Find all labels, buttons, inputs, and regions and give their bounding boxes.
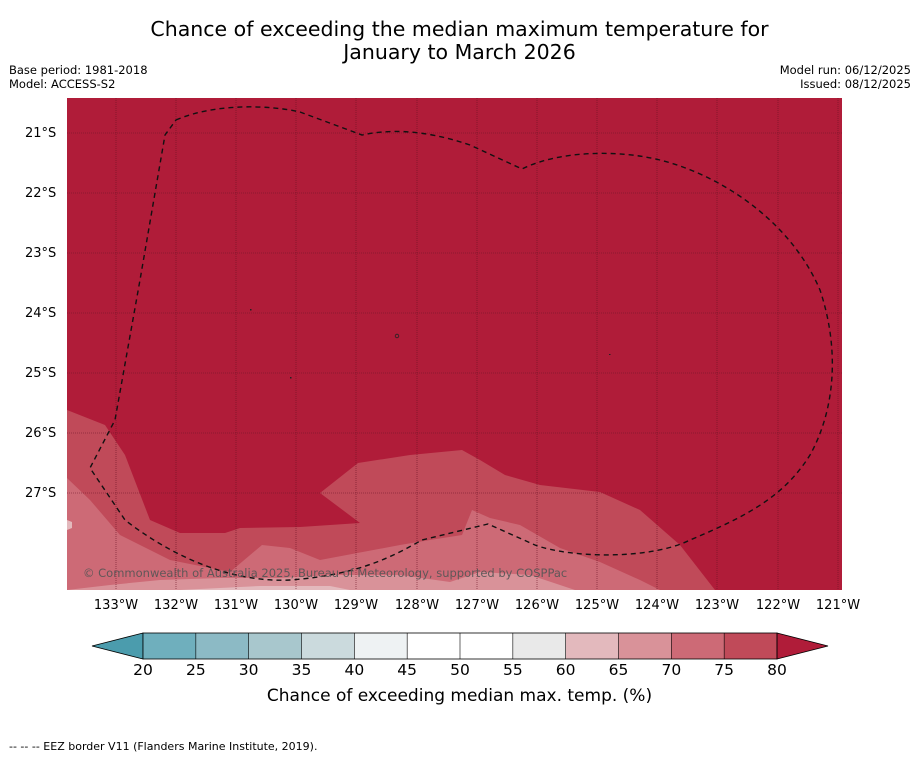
- island-marker: [290, 377, 292, 379]
- copyright-text: © Commonwealth of Australia 2025, Bureau…: [83, 566, 567, 580]
- model-run: Model run: 06/12/2025: [779, 63, 911, 77]
- colorbar-tick-label: 70: [661, 661, 682, 679]
- colorbar-segment: [618, 633, 672, 659]
- colorbar-segment: [407, 633, 460, 659]
- colorbar-segment: [354, 633, 408, 659]
- base-period: Base period: 1981-2018: [9, 63, 148, 77]
- colorbar-segment: [143, 633, 196, 659]
- colorbar-tick-label: 55: [502, 661, 523, 679]
- lon-label: 126°W: [514, 598, 560, 613]
- lon-label: 128°W: [394, 598, 440, 613]
- lat-label: 26°S: [25, 426, 57, 441]
- lon-label: 131°W: [213, 598, 259, 613]
- contour-60-65-b: [67, 520, 72, 530]
- colorbar-tick-label: 60: [555, 661, 576, 679]
- colorbar-segment: [724, 633, 777, 659]
- island-marker: [394, 333, 400, 339]
- colorbar-tick-label: 75: [714, 661, 735, 679]
- colorbar-tick-label: 20: [133, 661, 153, 679]
- lon-label: 125°W: [574, 598, 620, 613]
- lon-label: 132°W: [153, 598, 199, 613]
- lon-label: 121°W: [815, 598, 861, 613]
- map-title: Chance of exceeding the median maximum t…: [0, 18, 919, 64]
- colorbar-extend-low: [91, 632, 144, 660]
- lon-label: 130°W: [273, 598, 319, 613]
- lon-label: 127°W: [454, 598, 500, 613]
- lat-label: 21°S: [25, 126, 57, 141]
- colorbar-tick-label: 35: [291, 661, 312, 679]
- lat-label: 22°S: [25, 186, 57, 201]
- model-name: Model: ACCESS-S2: [9, 77, 116, 91]
- issued-date: Issued: 08/12/2025: [800, 77, 911, 91]
- colorbar-segment: [671, 633, 725, 659]
- title-line-1: Chance of exceeding the median maximum t…: [150, 17, 769, 41]
- eez-legend: -- -- -- EEZ border V11 (Flanders Marine…: [9, 740, 318, 753]
- colorbar-tick-label: 40: [344, 661, 365, 679]
- title-line-2: January to March 2026: [343, 40, 576, 64]
- colorbar-segment: [248, 633, 302, 659]
- contour-60-65: [180, 586, 350, 590]
- colorbar-title: Chance of exceeding median max. temp. (%…: [266, 686, 653, 706]
- lon-label: 129°W: [333, 598, 379, 613]
- lat-label: 24°S: [25, 306, 57, 321]
- colorbar-extend-high: [776, 632, 829, 660]
- lon-label: 122°W: [755, 598, 801, 613]
- island-marker: [609, 354, 611, 355]
- colorbar-segment: [512, 633, 566, 659]
- colorbar-tick-label: 30: [238, 661, 259, 679]
- colorbar: [91, 632, 829, 660]
- colorbar-segment: [460, 633, 513, 659]
- colorbar-tick-label: 50: [450, 661, 470, 679]
- lat-label: 27°S: [25, 486, 57, 501]
- colorbar-tick-label: 45: [397, 661, 418, 679]
- lon-label: 124°W: [634, 598, 680, 613]
- lon-label: 133°W: [93, 598, 139, 613]
- grid: [67, 98, 842, 590]
- contour-65-70: [67, 572, 575, 590]
- colorbar-tick-label: 65: [608, 661, 629, 679]
- island-marker: [250, 309, 252, 311]
- lat-label: 25°S: [25, 366, 57, 381]
- colorbar-segment: [301, 633, 355, 659]
- lat-label: 23°S: [25, 246, 57, 261]
- colorbar-segment: [565, 633, 619, 659]
- colorbar-tick-label: 80: [767, 661, 787, 679]
- eez-border: [89, 106, 834, 581]
- meta-right: Model run: 06/12/2025 Issued: 08/12/2025: [780, 63, 911, 91]
- contour-70-75: [67, 478, 660, 590]
- lon-label: 123°W: [694, 598, 740, 613]
- meta-left: Base period: 1981-2018 Model: ACCESS-S2: [9, 63, 148, 91]
- colorbar-segment: [195, 633, 249, 659]
- colorbar-tick-label: 25: [185, 661, 206, 679]
